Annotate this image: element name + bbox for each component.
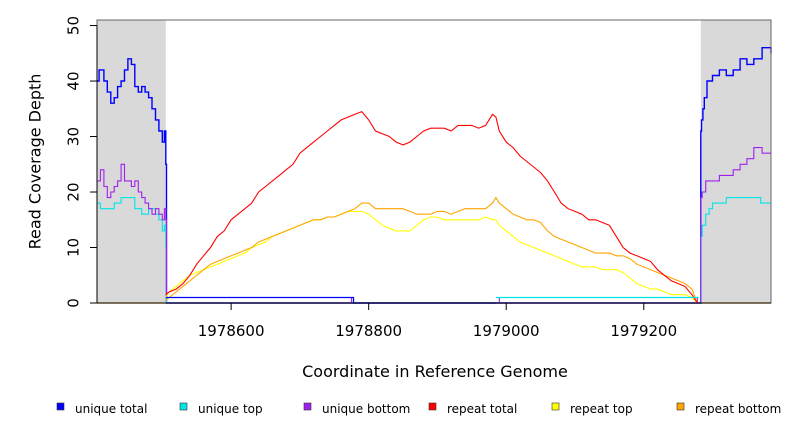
y-tick-label: 0 (65, 298, 83, 308)
axes: 1978600 1978800 1979000 1979200 0 10 20 30 40 50 (65, 16, 771, 340)
legend: unique total unique top unique bottom repea… (56, 402, 781, 416)
legend-item-repeat-total: repeat total (428, 402, 517, 416)
legend-swatch (551, 402, 560, 411)
legend-swatch (676, 402, 685, 411)
series-line-unique-top (97, 197, 771, 304)
legend-label: unique bottom (322, 402, 410, 416)
series-line-unique-bottom (97, 147, 771, 304)
legend-swatch (179, 402, 188, 411)
series-line-unique-total (97, 47, 772, 304)
y-tick-label: 40 (65, 71, 83, 90)
shaded-regions (97, 20, 771, 303)
y-tick-label: 30 (65, 127, 83, 146)
legend-item-repeat-bottom: repeat bottom (676, 402, 781, 416)
legend-label: repeat total (447, 402, 517, 416)
legend-label: repeat bottom (695, 402, 781, 416)
legend-item-unique-bottom: unique bottom (303, 402, 410, 416)
series-line-repeat-bottom (165, 196, 698, 304)
y-tick-label: 50 (65, 16, 83, 35)
series-line-repeat-total (165, 110, 698, 304)
legend-item-repeat-top: repeat top (551, 402, 633, 416)
shaded-region-1 (97, 20, 166, 303)
y-tick-label: 20 (65, 182, 83, 201)
series-line-repeat-top (165, 210, 698, 304)
series-segment-unique-total-1 (165, 296, 496, 304)
x-axis-title: Coordinate in Reference Genome (302, 362, 568, 381)
shaded-region-2 (700, 20, 771, 303)
legend-item-unique-total: unique total (56, 402, 147, 416)
legend-swatch (56, 402, 65, 411)
legend-swatch (428, 402, 437, 411)
y-tick-label: 10 (65, 238, 83, 257)
x-tick-label: 1978600 (198, 322, 265, 340)
legend-item-unique-top: unique top (179, 402, 263, 416)
legend-label: unique top (198, 402, 263, 416)
x-tick-label: 1979200 (610, 322, 677, 340)
legend-label: unique total (75, 402, 147, 416)
x-tick-label: 1979000 (473, 322, 540, 340)
x-tick-label: 1978800 (335, 322, 402, 340)
legend-swatch (303, 402, 312, 411)
series-lines (97, 47, 772, 304)
plot-frame (96, 19, 772, 304)
y-axis-title: Read Coverage Depth (26, 74, 45, 250)
legend-label: repeat top (570, 402, 633, 416)
